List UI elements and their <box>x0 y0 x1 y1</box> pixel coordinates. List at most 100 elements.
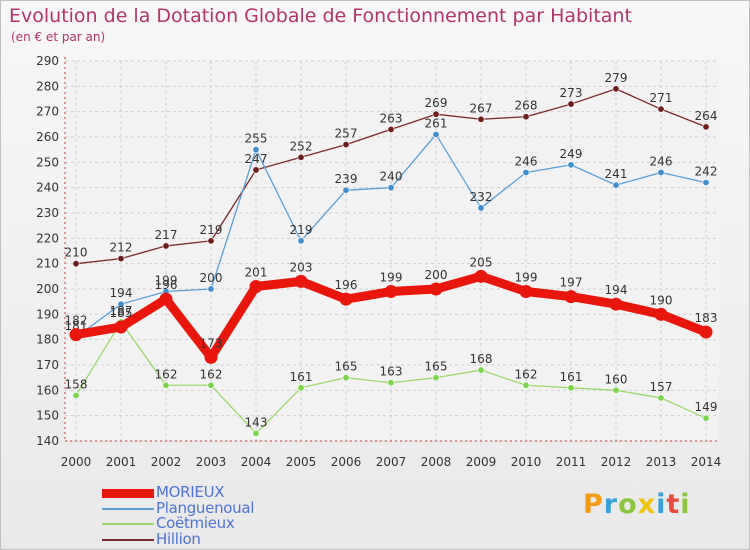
data-point-co-tmieux <box>252 429 260 437</box>
y-tick-label: 170 <box>36 358 59 372</box>
x-tick-label: 2004 <box>241 455 272 469</box>
data-label-morieux: 205 <box>470 255 493 269</box>
data-label-co-tmieux: 162 <box>155 367 178 381</box>
x-tick-label: 2001 <box>106 455 137 469</box>
data-label-morieux: 194 <box>605 283 628 297</box>
data-point-morieux <box>564 290 578 304</box>
data-label-hillion: 210 <box>65 246 88 260</box>
legend-label: Coëtmieux <box>156 514 235 532</box>
data-label-planguenoual: 242 <box>695 165 718 179</box>
data-label-hillion: 252 <box>290 139 313 153</box>
data-label-planguenoual: 219 <box>290 223 313 237</box>
legend-label: Planguenoual <box>156 498 255 517</box>
data-point-co-tmieux <box>162 381 170 389</box>
data-label-morieux: 196 <box>155 278 178 292</box>
data-point-co-tmieux <box>522 381 530 389</box>
data-point-co-tmieux <box>702 414 710 422</box>
data-point-planguenoual <box>297 237 305 245</box>
data-label-co-tmieux: 168 <box>470 352 493 366</box>
x-tick-label: 2000 <box>61 455 92 469</box>
x-tick-label: 2012 <box>601 455 632 469</box>
logo-letter: i <box>656 489 667 520</box>
data-point-hillion <box>342 141 350 149</box>
data-point-hillion <box>702 123 710 131</box>
data-label-morieux: 199 <box>380 271 403 285</box>
data-point-planguenoual <box>522 168 530 176</box>
x-tick-label: 2006 <box>331 455 362 469</box>
data-point-co-tmieux <box>297 384 305 392</box>
y-tick-label: 190 <box>36 307 59 321</box>
legend-label: MORIEUX <box>156 483 225 501</box>
data-label-hillion: 247 <box>245 152 268 166</box>
logo-letter: o <box>618 489 638 520</box>
data-label-co-tmieux: 149 <box>695 400 718 414</box>
data-point-co-tmieux <box>387 379 395 387</box>
data-point-hillion <box>72 260 80 268</box>
data-label-hillion: 271 <box>650 91 673 105</box>
data-label-morieux: 203 <box>290 260 313 274</box>
data-point-morieux <box>474 269 488 283</box>
data-point-morieux <box>384 285 398 299</box>
data-point-planguenoual <box>657 168 665 176</box>
data-point-co-tmieux <box>432 374 440 382</box>
data-point-hillion <box>477 115 485 123</box>
y-tick-label: 270 <box>36 105 59 119</box>
data-label-hillion: 279 <box>605 71 628 85</box>
x-tick-label: 2009 <box>466 455 497 469</box>
data-label-co-tmieux: 161 <box>560 370 583 384</box>
y-tick-label: 180 <box>36 333 59 347</box>
data-point-planguenoual <box>702 179 710 187</box>
logo-letter: P <box>583 489 604 520</box>
data-label-planguenoual: 240 <box>380 170 403 184</box>
data-point-hillion <box>162 242 170 250</box>
data-label-hillion: 217 <box>155 228 178 242</box>
legend-swatch <box>102 538 154 541</box>
data-label-planguenoual: 199 <box>155 274 178 288</box>
data-point-planguenoual <box>387 184 395 192</box>
data-point-hillion <box>657 105 665 113</box>
x-tick-label: 2008 <box>421 455 452 469</box>
data-point-co-tmieux <box>72 391 80 399</box>
x-tick-label: 2003 <box>196 455 227 469</box>
data-label-planguenoual: 249 <box>560 147 583 161</box>
data-label-co-tmieux: 158 <box>65 377 88 391</box>
data-label-co-tmieux: 143 <box>245 415 268 429</box>
data-point-morieux <box>519 285 533 299</box>
data-label-morieux: 199 <box>515 271 538 285</box>
data-label-co-tmieux: 157 <box>650 380 673 394</box>
data-label-planguenoual: 261 <box>425 116 448 130</box>
data-label-planguenoual: 255 <box>245 132 268 146</box>
data-point-co-tmieux <box>342 374 350 382</box>
data-label-hillion: 264 <box>695 109 718 123</box>
logo-letter: t <box>666 489 681 520</box>
data-point-planguenoual <box>567 161 575 169</box>
data-point-hillion <box>567 100 575 108</box>
data-point-hillion <box>297 153 305 161</box>
data-label-morieux: 201 <box>245 265 268 279</box>
data-label-morieux: 200 <box>425 268 448 282</box>
data-label-morieux: 173 <box>200 336 223 350</box>
data-point-co-tmieux <box>612 386 620 394</box>
data-point-planguenoual <box>342 186 350 194</box>
data-point-hillion <box>522 113 530 121</box>
data-label-co-tmieux: 162 <box>200 367 223 381</box>
y-tick-label: 290 <box>36 54 59 68</box>
data-point-co-tmieux <box>657 394 665 402</box>
legend-swatch <box>102 523 154 525</box>
data-label-hillion: 269 <box>425 96 448 110</box>
x-tick-label: 2002 <box>151 455 182 469</box>
data-point-planguenoual <box>477 204 485 212</box>
data-point-planguenoual <box>432 130 440 138</box>
data-label-co-tmieux: 165 <box>335 360 358 374</box>
data-point-hillion <box>432 110 440 118</box>
data-label-morieux: 197 <box>560 276 583 290</box>
data-label-planguenoual: 239 <box>335 172 358 186</box>
y-tick-label: 150 <box>36 409 59 423</box>
y-tick-label: 280 <box>36 79 59 93</box>
data-point-hillion <box>387 125 395 133</box>
data-point-hillion <box>252 166 260 174</box>
x-tick-label: 2005 <box>286 455 317 469</box>
proxiti-logo: Proxiti <box>583 489 691 520</box>
